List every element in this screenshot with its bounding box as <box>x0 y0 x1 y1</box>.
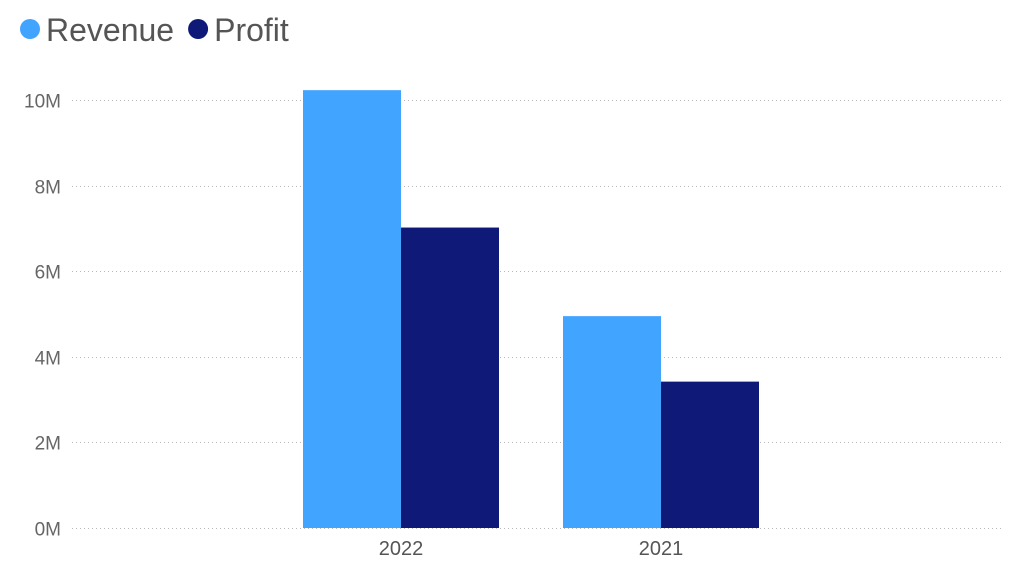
legend-label-revenue: Revenue <box>46 12 174 48</box>
legend-marker-revenue <box>20 19 40 39</box>
legend: Revenue Profit <box>20 12 289 48</box>
legend-label-profit: Profit <box>214 12 289 48</box>
y-axis: 0M 2M 4M 6M 8M 10M <box>24 92 61 541</box>
gridlines <box>72 100 1004 529</box>
x-axis: 2022 2021 <box>379 538 684 560</box>
bar-profit-2022[interactable] <box>401 227 499 528</box>
x-tick-label: 2021 <box>639 538 684 560</box>
y-tick-label: 10M <box>24 92 61 113</box>
y-tick-label: 6M <box>35 263 61 284</box>
x-tick-label: 2022 <box>379 538 424 560</box>
bar-revenue-2021[interactable] <box>563 316 661 528</box>
y-tick-label: 0M <box>35 520 61 541</box>
bar-revenue-2022[interactable] <box>303 90 401 528</box>
y-tick-label: 4M <box>35 349 61 370</box>
bars <box>303 90 759 528</box>
legend-marker-profit <box>188 19 209 39</box>
y-tick-label: 8M <box>35 178 61 199</box>
y-tick-label: 2M <box>35 434 61 455</box>
bar-profit-2021[interactable] <box>661 381 759 528</box>
